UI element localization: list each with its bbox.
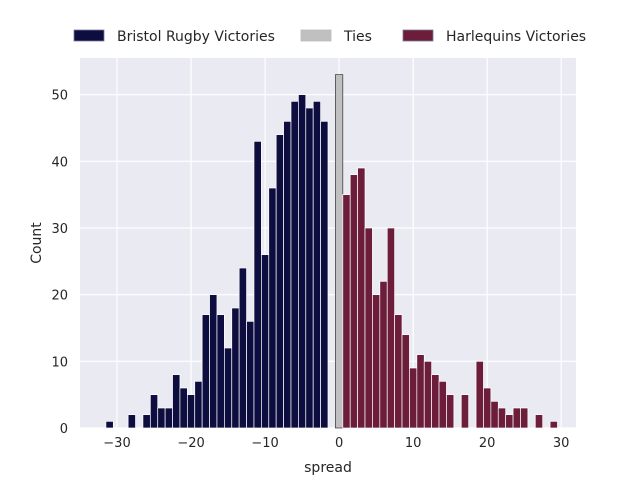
bar-0-10 xyxy=(201,314,210,429)
bar-2-23 xyxy=(534,414,544,429)
bar-2-17 xyxy=(483,387,492,429)
bar-0-16 xyxy=(246,320,255,429)
bar-0-4 xyxy=(157,407,166,429)
bar-2-6 xyxy=(386,227,395,429)
bar-0-7 xyxy=(179,387,188,429)
bar-1-0 xyxy=(335,74,344,429)
bar-0-26 xyxy=(320,120,329,429)
bar-2-20 xyxy=(505,414,514,429)
bar-0-20 xyxy=(275,134,284,429)
bar-2-15 xyxy=(460,394,470,429)
y-tick-label: 10 xyxy=(51,355,68,370)
bar-2-10 xyxy=(416,354,425,429)
x-tick-label: 0 xyxy=(335,436,343,451)
y-tick-label: 20 xyxy=(51,289,68,304)
bar-2-16 xyxy=(475,360,484,429)
y-tick-labels: 0 10 20 30 40 50 xyxy=(51,89,68,437)
bar-2-4 xyxy=(372,294,381,429)
bar-0-1 xyxy=(127,414,136,429)
bar-0-21 xyxy=(283,120,292,429)
bar-0-9 xyxy=(194,380,203,429)
bar-2-13 xyxy=(438,380,447,429)
y-tick-label: 40 xyxy=(51,155,68,170)
bar-2-9 xyxy=(409,367,418,429)
bar-2-2 xyxy=(357,167,366,429)
legend-swatch xyxy=(300,29,332,42)
bar-2-21 xyxy=(512,407,521,429)
bar-0-13 xyxy=(224,347,233,429)
bar-0-12 xyxy=(216,314,225,429)
bar-0-0 xyxy=(105,420,114,429)
x-tick-label: −30 xyxy=(103,436,130,451)
legend-label: Bristol Rugby Victories xyxy=(117,29,275,45)
x-tick-labels: −30 −20 −10 0 10 20 30 xyxy=(103,436,569,451)
bar-2-18 xyxy=(490,400,499,429)
bar-0-23 xyxy=(298,94,307,429)
bars xyxy=(105,74,558,429)
bar-0-15 xyxy=(238,267,247,429)
legend-swatch xyxy=(73,29,105,42)
bar-0-11 xyxy=(209,294,218,429)
bar-2-3 xyxy=(364,227,373,429)
x-tick-label: 30 xyxy=(553,436,570,451)
bar-0-24 xyxy=(305,107,314,429)
bar-0-2 xyxy=(142,414,151,429)
bar-2-22 xyxy=(520,407,529,429)
bar-2-7 xyxy=(394,314,403,429)
bar-2-8 xyxy=(401,334,410,429)
bar-2-19 xyxy=(497,407,507,429)
bar-0-19 xyxy=(268,187,277,429)
bar-2-14 xyxy=(446,394,455,429)
bar-2-1 xyxy=(349,174,358,429)
x-tick-label: −20 xyxy=(177,436,204,451)
bar-0-3 xyxy=(149,394,159,429)
x-tick-label: −10 xyxy=(251,436,278,451)
y-tick-label: 0 xyxy=(60,422,68,437)
bar-0-25 xyxy=(312,100,321,429)
bar-2-5 xyxy=(379,280,388,429)
bar-0-5 xyxy=(164,407,173,429)
bar-0-8 xyxy=(186,394,196,429)
x-tick-label: 10 xyxy=(405,436,422,451)
bar-2-24 xyxy=(549,420,558,429)
legend-label: Harlequins Victories xyxy=(446,29,586,45)
legend-label: Ties xyxy=(343,29,372,45)
x-axis-label: spread xyxy=(304,460,352,476)
y-tick-label: 50 xyxy=(51,89,68,104)
bar-0-18 xyxy=(261,254,270,429)
bar-2-0 xyxy=(342,194,351,429)
bar-2-11 xyxy=(423,360,432,429)
legend-swatch xyxy=(402,29,434,42)
bar-0-14 xyxy=(231,307,240,429)
bar-2-12 xyxy=(431,374,440,429)
legend: Bristol Rugby Victories Ties Harlequins Vi… xyxy=(73,29,586,45)
bar-0-17 xyxy=(253,140,262,429)
y-tick-label: 30 xyxy=(51,222,68,237)
bar-0-22 xyxy=(290,100,299,429)
y-axis-label: Count xyxy=(29,222,45,264)
bar-0-6 xyxy=(172,374,181,429)
x-tick-label: 20 xyxy=(479,436,496,451)
